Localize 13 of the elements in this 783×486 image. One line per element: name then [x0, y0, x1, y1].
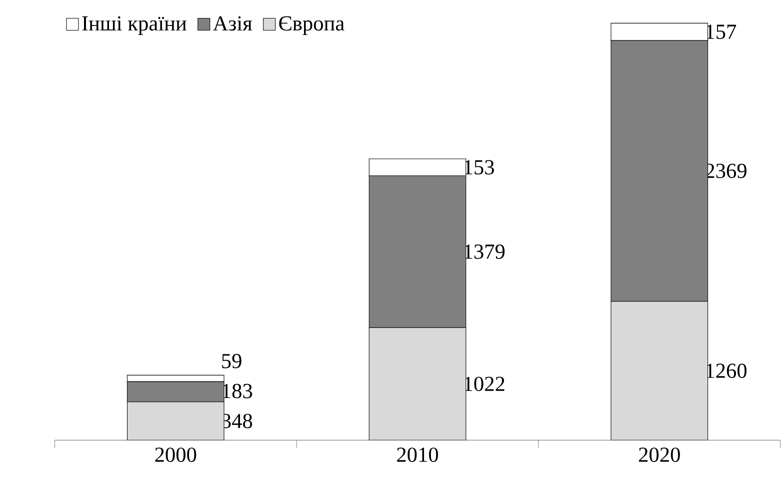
- legend-label: Інші країни: [82, 16, 186, 35]
- bar: [610, 301, 708, 440]
- bar: [368, 327, 466, 440]
- data-label: 59: [222, 354, 242, 368]
- x-tick-label: 2000: [155, 447, 196, 462]
- legend-label: Європа: [279, 16, 344, 35]
- x-tick-label: 2020: [638, 447, 680, 462]
- legend-label: Азія: [213, 16, 252, 31]
- data-label: 348: [222, 414, 252, 428]
- data-label: 1260: [706, 364, 747, 378]
- data-label: 157: [706, 24, 736, 39]
- x-tick-label: 2010: [397, 447, 438, 462]
- bar: [126, 401, 224, 440]
